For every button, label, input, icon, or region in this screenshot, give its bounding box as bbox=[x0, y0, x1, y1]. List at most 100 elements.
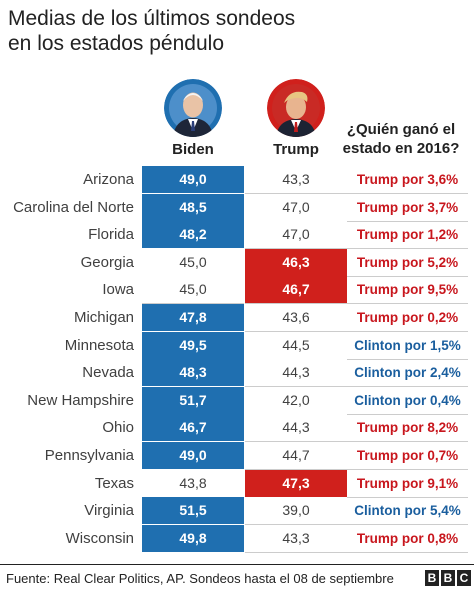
chart-title-line-1: Medias de los últimos sondeos bbox=[8, 7, 296, 30]
row-separator bbox=[347, 524, 468, 526]
row-separator bbox=[245, 220, 347, 222]
state-name: Iowa bbox=[102, 281, 134, 299]
biden-poll-value: 45,0 bbox=[142, 248, 244, 276]
state-name: Texas bbox=[94, 474, 134, 492]
bbc-logo-letter-2: B bbox=[441, 570, 455, 586]
source-note: Fuente: Real Clear Politics, AP. Sondeos… bbox=[6, 571, 394, 586]
state-name: Virginia bbox=[84, 502, 134, 520]
table-row: Carolina del Norte 48,5 47,0 Trump por 3,7% bbox=[0, 193, 474, 221]
row-separator bbox=[245, 524, 347, 526]
row-separator bbox=[142, 193, 244, 194]
row-separator bbox=[245, 496, 347, 498]
trump-poll-value: 39,0 bbox=[245, 497, 347, 525]
row-separator bbox=[347, 496, 468, 498]
row-separator bbox=[245, 441, 347, 443]
state-name: New Hampshire bbox=[27, 391, 134, 409]
row-separator bbox=[142, 303, 244, 305]
table-row: Georgia 45,0 46,3 Trump por 5,2% bbox=[0, 248, 474, 276]
biden-poll-value: 48,5 bbox=[142, 193, 244, 221]
state-name: Florida bbox=[88, 226, 134, 244]
trump-poll-value: 47,0 bbox=[245, 193, 347, 221]
biden-poll-value: 45,0 bbox=[142, 276, 244, 304]
state-name: Georgia bbox=[80, 253, 134, 271]
winner-2016-result: Clinton por 0,4% bbox=[354, 392, 461, 408]
row-separator bbox=[142, 441, 244, 443]
row-separator bbox=[142, 469, 244, 470]
chart-title: Medias de los últimos sondeos en los est… bbox=[8, 6, 468, 56]
biden-poll-value: 49,0 bbox=[142, 166, 244, 193]
biden-poll-value: 47,8 bbox=[142, 304, 244, 331]
row-separator bbox=[347, 331, 468, 332]
winner-2016-result: Trump por 3,6% bbox=[356, 172, 459, 187]
row-separator bbox=[142, 524, 244, 526]
row-separator bbox=[347, 441, 468, 443]
trump-poll-value: 44,3 bbox=[245, 414, 347, 442]
state-name: Wisconsin bbox=[65, 529, 134, 547]
row-separator bbox=[245, 303, 347, 305]
row-separator bbox=[245, 413, 347, 415]
biden-poll-value: 51,7 bbox=[142, 386, 244, 414]
trump-poll-value: 43,3 bbox=[245, 166, 347, 193]
row-separator bbox=[142, 496, 244, 498]
row-separator bbox=[142, 413, 244, 415]
table-row: Wisconsin 49,8 43,3 Trump por 0,8% bbox=[0, 524, 474, 552]
bbc-logo-letter-1: B bbox=[425, 570, 439, 586]
biden-poll-value: 48,3 bbox=[142, 359, 244, 387]
state-name: Pennsylvania bbox=[44, 447, 134, 464]
state-name: Minnesota bbox=[64, 336, 134, 354]
trump-poll-value: 42,0 bbox=[245, 386, 347, 414]
trump-column-header: Trump bbox=[273, 141, 319, 158]
state-name: Michigan bbox=[73, 309, 134, 326]
row-separator bbox=[245, 551, 347, 553]
chart-title-line-2: en los estados péndulo bbox=[8, 32, 224, 55]
row-separator bbox=[347, 303, 468, 305]
row-separator bbox=[142, 275, 244, 277]
table-row: New Hampshire 51,7 42,0 Clinton por 0,4% bbox=[0, 386, 474, 414]
row-separator bbox=[245, 248, 347, 250]
row-separator bbox=[347, 220, 468, 222]
row-separator bbox=[347, 551, 468, 553]
biden-column-header: Biden bbox=[172, 141, 214, 158]
winner-2016-result: Trump por 0,2% bbox=[356, 310, 459, 325]
biden-avatar bbox=[164, 79, 222, 137]
biden-poll-value: 49,8 bbox=[142, 524, 244, 552]
table-row: Virginia 51,5 39,0 Clinton por 5,4% bbox=[0, 497, 474, 525]
row-separator bbox=[142, 248, 244, 250]
trump-poll-value: 44,5 bbox=[245, 331, 347, 359]
row-separator bbox=[245, 469, 347, 470]
row-separator bbox=[347, 358, 468, 360]
row-separator bbox=[347, 413, 468, 415]
row-separator bbox=[245, 275, 347, 277]
row-separator bbox=[245, 386, 347, 388]
row-separator bbox=[347, 275, 468, 277]
row-separator bbox=[245, 331, 347, 332]
winner-2016-result: Trump por 8,2% bbox=[356, 420, 459, 436]
row-separator bbox=[347, 469, 468, 470]
winner-2016-result: Trump por 0,7% bbox=[356, 448, 459, 463]
table-row: Pennsylvania 49,0 44,7 Trump por 0,7% bbox=[0, 442, 474, 469]
table-row: Nevada 48,3 44,3 Clinton por 2,4% bbox=[0, 359, 474, 387]
bbc-logo: B B C bbox=[425, 570, 471, 586]
row-separator bbox=[142, 331, 244, 332]
table-row: Ohio 46,7 44,3 Trump por 8,2% bbox=[0, 414, 474, 442]
winner-2016-result: Clinton por 2,4% bbox=[354, 365, 461, 381]
trump-poll-value: 46,7 bbox=[245, 276, 347, 304]
table-row: Texas 43,8 47,3 Trump por 9,1% bbox=[0, 469, 474, 497]
row-separator bbox=[347, 193, 468, 194]
biden-poll-value: 48,2 bbox=[142, 221, 244, 249]
row-separator bbox=[245, 193, 347, 194]
winner-2016-result: Trump por 3,7% bbox=[356, 199, 459, 215]
winner-2016-result: Trump por 5,2% bbox=[356, 254, 459, 270]
winner-2016-result: Trump por 0,8% bbox=[356, 530, 459, 546]
state-name: Nevada bbox=[82, 364, 134, 382]
biden-poll-value: 46,7 bbox=[142, 414, 244, 442]
bbc-logo-letter-3: C bbox=[457, 570, 471, 586]
footer-divider bbox=[0, 564, 474, 565]
trump-poll-value: 46,3 bbox=[245, 248, 347, 276]
trump-poll-value: 43,6 bbox=[245, 304, 347, 331]
trump-poll-value: 43,3 bbox=[245, 524, 347, 552]
row-separator bbox=[142, 386, 244, 388]
state-name: Ohio bbox=[102, 419, 134, 437]
trump-poll-value: 44,7 bbox=[245, 442, 347, 469]
trump-avatar bbox=[267, 79, 325, 137]
